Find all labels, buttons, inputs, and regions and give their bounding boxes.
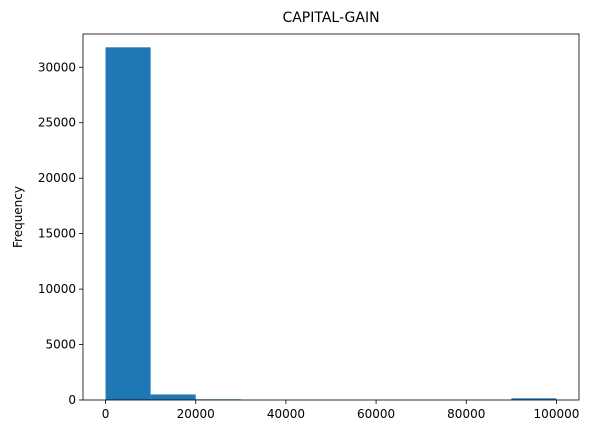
x-tick-label: 80000 [447,407,485,421]
histogram-bar [511,398,557,400]
y-tick-label: 10000 [38,282,76,296]
chart-title: CAPITAL-GAIN [282,10,379,26]
bars-group [105,47,557,401]
plot-area [83,34,579,400]
x-axis-ticks: 0 20000 40000 60000 80000 100000 [102,400,580,421]
histogram-bar [150,394,196,400]
x-tick-label: 0 [102,407,110,421]
plot-frame [82,33,580,401]
x-tick-label: 20000 [177,407,215,421]
y-axis-label: Frequency [11,186,25,248]
y-tick-label: 0 [68,393,76,407]
histogram-bar [105,47,151,401]
y-tick-label: 15000 [38,227,76,241]
x-tick-label: 40000 [267,407,305,421]
y-axis-ticks: 0 5000 10000 15000 20000 25000 30000 [38,60,83,407]
y-tick-label: 5000 [45,338,76,352]
x-tick-label: 100000 [534,407,580,421]
y-tick-label: 25000 [38,116,76,130]
y-tick-label: 30000 [38,60,76,74]
x-tick-label: 60000 [357,407,395,421]
y-tick-label: 20000 [38,171,76,185]
